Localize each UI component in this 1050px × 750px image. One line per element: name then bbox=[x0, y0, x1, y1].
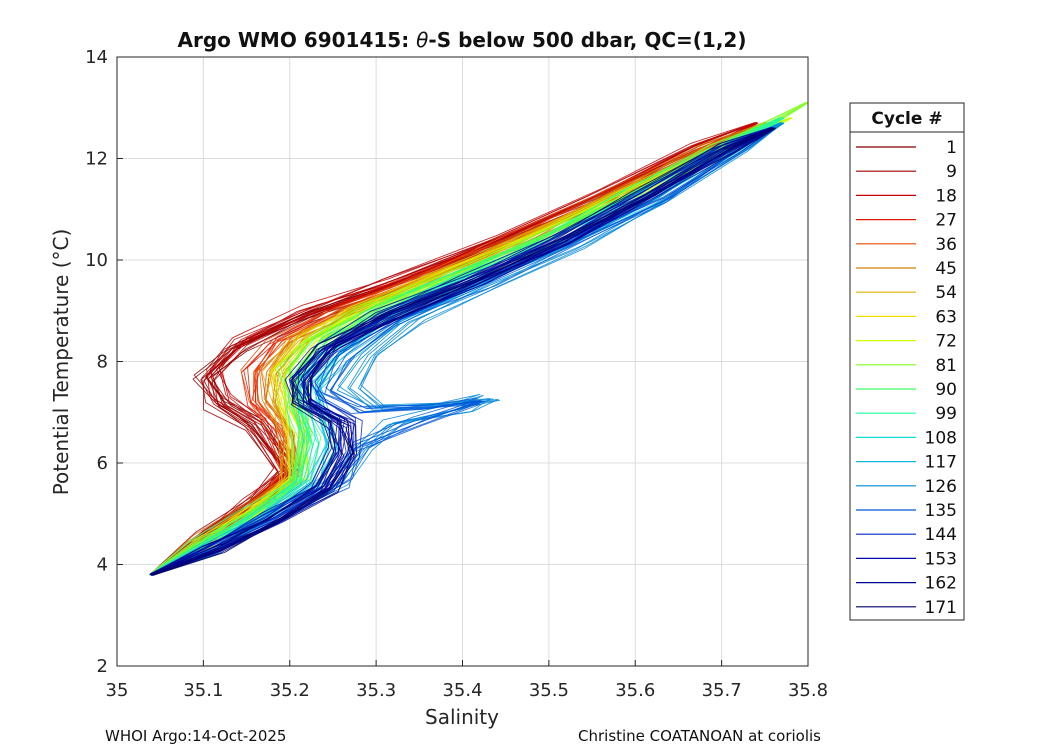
profile-line-cycle-135 bbox=[152, 127, 777, 576]
x-axis-ticks: 35 35.1 35.2 35.3 35.4 35.5 35.6 35.7 35.8 bbox=[106, 660, 828, 701]
legend-label: 18 bbox=[935, 186, 957, 206]
y-axis-ticks: 2 4 6 8 10 12 14 bbox=[85, 47, 123, 677]
profile-line-cycle-171 bbox=[149, 127, 774, 575]
y-tick-label: 2 bbox=[97, 656, 108, 677]
profile-line-cycle-90 bbox=[150, 117, 782, 575]
x-tick-label: 35.8 bbox=[788, 680, 828, 701]
legend-label: 135 bbox=[925, 501, 957, 521]
legend-label: 63 bbox=[935, 307, 957, 327]
x-tick-label: 35.5 bbox=[529, 680, 569, 701]
legend-label: 171 bbox=[925, 598, 957, 618]
legend-label: 126 bbox=[925, 477, 957, 497]
y-tick-label: 8 bbox=[97, 352, 108, 373]
profile-line-cycle-153 bbox=[149, 127, 773, 575]
x-tick-label: 35.2 bbox=[270, 680, 310, 701]
footer-left: WHOI Argo:14-Oct-2025 bbox=[105, 727, 286, 745]
legend-label: 108 bbox=[925, 428, 957, 448]
y-tick-label: 10 bbox=[85, 250, 108, 271]
profile-line-cycle-99 bbox=[150, 116, 782, 575]
legend-label: 162 bbox=[925, 574, 957, 594]
legend-label: 45 bbox=[935, 259, 957, 279]
legend-label: 54 bbox=[935, 283, 957, 303]
profile-line-cycle-81 bbox=[149, 101, 807, 575]
profile-lines bbox=[149, 101, 809, 576]
x-axis-label: Salinity bbox=[425, 705, 499, 729]
profile-line-cycle-54 bbox=[151, 122, 774, 575]
x-tick-label: 35.3 bbox=[356, 680, 396, 701]
legend-label: 99 bbox=[935, 404, 957, 424]
profile-line-cycle-171 bbox=[150, 127, 774, 575]
profile-line-cycle-18 bbox=[149, 122, 756, 576]
legend-title: Cycle # bbox=[871, 109, 942, 129]
legend-label: 36 bbox=[935, 235, 957, 255]
x-tick-label: 35.7 bbox=[702, 680, 742, 701]
profile-line-cycle-162 bbox=[152, 127, 775, 576]
footer-right: Christine COATANOAN at coriolis bbox=[578, 727, 821, 745]
x-tick-label: 35.4 bbox=[442, 680, 482, 701]
legend-label: 144 bbox=[925, 525, 957, 545]
y-tick-label: 14 bbox=[85, 47, 108, 68]
profile-line-cycle-72 bbox=[149, 117, 789, 575]
profile-line-cycle-171 bbox=[150, 128, 774, 576]
profile-line-cycle-153 bbox=[150, 126, 772, 575]
y-tick-label: 6 bbox=[97, 453, 108, 474]
legend-label: 90 bbox=[935, 380, 957, 400]
legend-label: 27 bbox=[935, 211, 957, 231]
x-tick-label: 35 bbox=[106, 680, 129, 701]
chart-title: Argo WMO 6901415: θ-S below 500 dbar, QC… bbox=[178, 28, 747, 52]
legend: Cycle # 1 9 18 27 36 45 54 63 72 81 90 99 108 117 126 1… bbox=[849, 102, 965, 621]
profile-line-cycle-36 bbox=[150, 122, 764, 575]
profile-line-cycle-171 bbox=[152, 128, 776, 576]
x-tick-label: 35.6 bbox=[615, 680, 655, 701]
legend-label: 72 bbox=[935, 332, 957, 352]
profile-line-cycle-162 bbox=[152, 128, 775, 576]
legend-label: 1 bbox=[946, 138, 957, 158]
x-tick-label: 35.1 bbox=[183, 680, 223, 701]
legend-label: 153 bbox=[925, 549, 957, 569]
y-tick-label: 12 bbox=[85, 149, 108, 170]
profile-line-cycle-18 bbox=[150, 121, 756, 575]
legend-label: 81 bbox=[935, 356, 957, 376]
y-tick-label: 4 bbox=[97, 555, 108, 576]
legend-label: 117 bbox=[925, 453, 957, 473]
legend-label: 9 bbox=[946, 162, 957, 182]
y-axis-label: Potential Temperature (°C) bbox=[49, 229, 73, 496]
profile-line-cycle-1 bbox=[150, 122, 765, 575]
